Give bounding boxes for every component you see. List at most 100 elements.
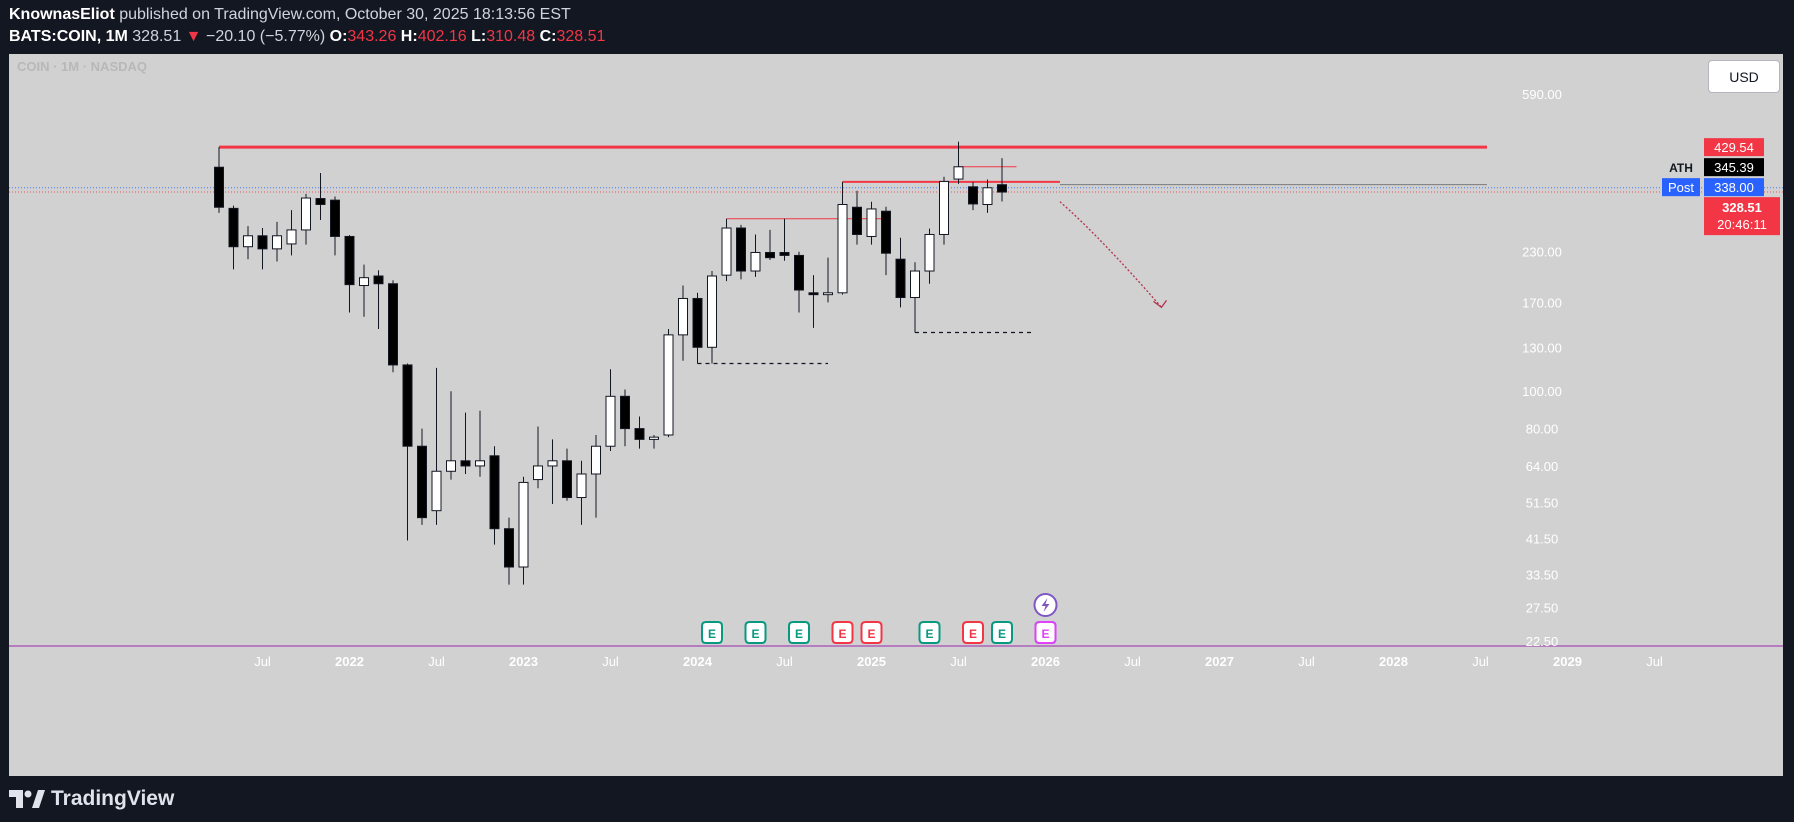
candle-body — [997, 184, 1007, 193]
open-value: 343.26 — [347, 28, 397, 45]
candle-body — [562, 460, 572, 499]
chart-watermark: COIN · 1M · NASDAQ — [17, 59, 147, 74]
candle-body — [634, 428, 645, 440]
chart-canvas[interactable]: COIN · 1M · NASDAQEEEEEEEEEE590.00230.00… — [9, 54, 1783, 776]
earnings-marker-icon — [788, 621, 810, 644]
time-axis-label: 2029 — [1553, 654, 1582, 669]
time-axis-label: 2027 — [1205, 654, 1234, 669]
candle-body — [301, 197, 311, 231]
time-axis-label: 2023 — [509, 654, 538, 669]
candle-body — [794, 254, 804, 291]
candle-body — [707, 275, 717, 348]
candle-body — [808, 292, 819, 296]
candle-body — [620, 395, 630, 430]
tradingview-logo-icon — [9, 790, 45, 808]
close-value: 328.51 — [556, 28, 606, 45]
candle-body — [924, 233, 935, 272]
ath-label: ATH — [1669, 161, 1693, 175]
post-price-label: 338.00 — [1714, 180, 1754, 195]
price-axis-label: 64.00 — [1526, 459, 1559, 474]
candle-body — [489, 455, 500, 530]
candle-body — [736, 227, 746, 272]
candle-body — [721, 227, 732, 276]
interval: 1M — [105, 28, 128, 45]
earnings-marker-icon — [860, 621, 883, 644]
earnings-marker-letter: E — [1041, 627, 1049, 641]
price-axis-label: 41.50 — [1526, 531, 1559, 546]
candle-body — [518, 481, 529, 568]
earnings-marker-letter: E — [969, 627, 977, 641]
current-price-label-bg — [1704, 197, 1780, 236]
candle-body — [533, 465, 543, 481]
candle-body — [982, 187, 993, 205]
symbol-name[interactable]: BATS:COIN, — [9, 28, 102, 45]
last-price: 328.51 — [132, 28, 182, 45]
candle-body — [895, 258, 906, 299]
earnings-marker-letter: E — [838, 627, 846, 641]
time-axis-label: Jul — [776, 654, 793, 669]
price-axis-label: 22.50 — [1526, 634, 1559, 649]
earnings-marker-icon — [831, 621, 854, 644]
price-axis-label: 80.00 — [1526, 422, 1559, 437]
earnings-marker-letter: E — [925, 627, 933, 641]
candle-body — [823, 292, 833, 296]
candle-body — [388, 283, 398, 366]
time-axis-label: Jul — [602, 654, 619, 669]
candle-body — [359, 277, 369, 287]
price-axis-label: 100.00 — [1522, 384, 1562, 399]
earnings-marker-icon — [1034, 621, 1057, 644]
chart-area[interactable]: COIN · 1M · NASDAQEEEEEEEEEE590.00230.00… — [9, 54, 1783, 776]
candle-body — [330, 199, 340, 237]
price-axis-label: 27.50 — [1526, 600, 1559, 615]
ath-price-label: 345.39 — [1714, 160, 1754, 175]
candle-body — [852, 206, 862, 235]
author-name[interactable]: KnownasEliot — [9, 6, 115, 23]
time-axis-label: 2028 — [1379, 654, 1408, 669]
candle-body — [315, 198, 326, 205]
post-tag-bg — [1662, 178, 1700, 197]
open-label: O: — [329, 28, 348, 45]
candle-body — [866, 208, 877, 237]
ath-price-label-bg — [1704, 158, 1764, 177]
candle-body — [968, 186, 978, 205]
candle-body — [837, 203, 848, 294]
post-price-label-bg — [1704, 178, 1764, 197]
currency-button[interactable]: USD — [1708, 60, 1780, 93]
down-arrow-icon: ▼ — [185, 28, 202, 45]
candle-body — [460, 460, 471, 467]
time-axis-label: Jul — [1124, 654, 1141, 669]
earnings-marker-icon — [991, 621, 1013, 644]
candle-body — [765, 251, 775, 259]
candle-body — [591, 445, 601, 475]
close-label: C: — [539, 28, 557, 45]
candle-body — [214, 166, 224, 208]
post-tag: Post — [1668, 180, 1694, 195]
price-axis-label: 590.00 — [1522, 87, 1562, 102]
candle-body — [344, 235, 355, 286]
earnings-marker-letter: E — [795, 627, 803, 641]
time-axis-label: 2022 — [335, 654, 364, 669]
earnings-marker-icon — [962, 621, 984, 644]
earnings-marker-icon — [701, 621, 723, 644]
footer-brand: TradingView — [9, 784, 174, 814]
low-label: L: — [471, 28, 487, 45]
candle-body — [953, 166, 964, 180]
candle-body — [475, 460, 485, 467]
candle-body — [257, 235, 268, 250]
projection-arrow-head — [1153, 299, 1168, 309]
footer-brand-text: TradingView — [51, 787, 175, 810]
time-axis-label: 2024 — [683, 654, 713, 669]
candle-body — [243, 235, 253, 248]
low-value: 310.48 — [486, 28, 536, 45]
time-axis-label: Jul — [1298, 654, 1315, 669]
publish-info: KnownasEliot published on TradingView.co… — [9, 6, 571, 24]
candle-body — [678, 297, 688, 336]
candle-body — [373, 275, 384, 285]
candle-body — [446, 460, 456, 472]
price-axis-label: 170.00 — [1522, 295, 1562, 310]
candle-body — [431, 470, 442, 512]
price-axis-label: 33.50 — [1526, 567, 1559, 582]
candle-body — [547, 460, 558, 467]
lightning-icon — [1041, 598, 1050, 612]
candle-body — [605, 395, 616, 447]
